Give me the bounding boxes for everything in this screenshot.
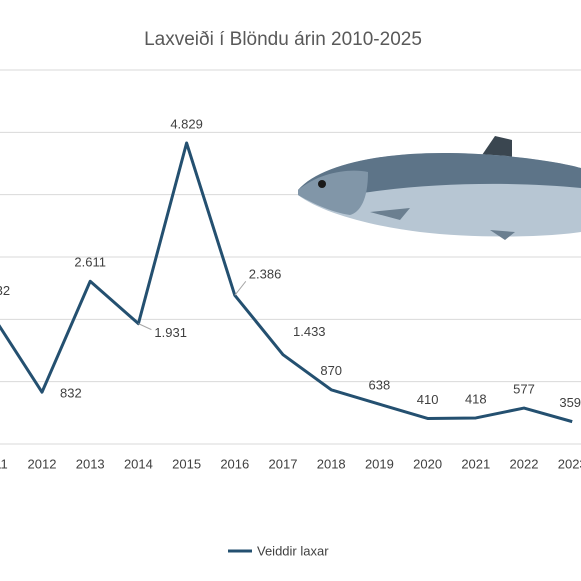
x-tick-label: 2019 xyxy=(365,456,394,471)
data-label: 2.611 xyxy=(74,255,106,270)
data-label: 2.032 xyxy=(0,283,10,298)
data-line xyxy=(0,141,573,424)
salmon-illustration xyxy=(298,136,581,240)
leader-line xyxy=(234,280,247,296)
x-tick-label: 2020 xyxy=(413,456,442,471)
leader-line xyxy=(138,323,152,331)
x-tick-label: 2023 xyxy=(558,456,581,471)
data-label: 832 xyxy=(60,386,82,401)
data-label: 870 xyxy=(320,363,342,378)
data-label: 577 xyxy=(513,381,535,396)
plot: 2011 2012 2013 2014 2015 2016 2017 2018 2019 2020… xyxy=(0,116,581,471)
x-tick-label: 2013 xyxy=(76,456,105,471)
data-label: 418 xyxy=(465,391,487,406)
data-label: 1.433 xyxy=(293,324,326,339)
x-tick-label: 2022 xyxy=(510,456,539,471)
x-tick-label: 2018 xyxy=(317,456,346,471)
data-label: 638 xyxy=(369,378,391,393)
x-tick-label: 2021 xyxy=(461,456,490,471)
legend-label: Veiddir laxar xyxy=(257,543,329,558)
chart-title: Laxveiði í Blöndu árin 2010-2025 xyxy=(144,29,422,50)
data-label: 4.829 xyxy=(170,116,203,131)
data-label: 1.931 xyxy=(154,325,187,340)
x-tick-label: 2012 xyxy=(28,456,57,471)
x-tick-label: 2015 xyxy=(172,456,201,471)
data-label: 2.386 xyxy=(249,267,282,282)
data-label: 410 xyxy=(417,392,439,407)
x-tick-label: 2014 xyxy=(124,456,153,471)
x-tick-label: 2016 xyxy=(220,456,249,471)
data-label: 359 xyxy=(559,395,581,410)
x-tick-label: 2017 xyxy=(269,456,298,471)
x-tick-label: 2011 xyxy=(0,456,8,471)
